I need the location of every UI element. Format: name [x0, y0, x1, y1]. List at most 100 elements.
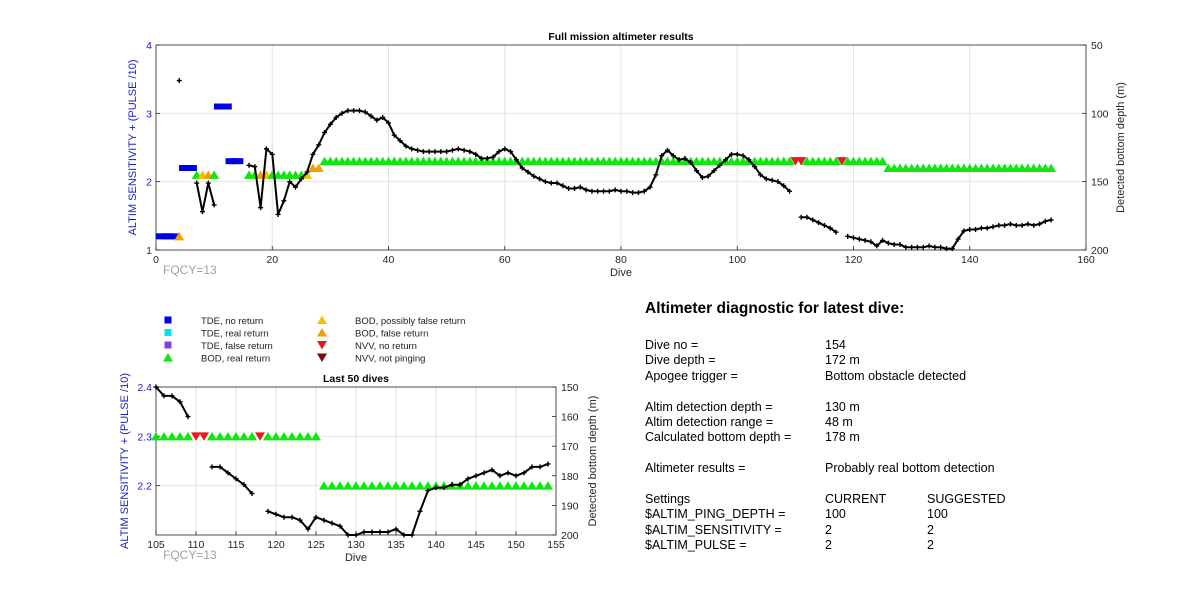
bottom-depth-point	[920, 244, 926, 250]
fqcy-annotation: FQCY=13	[163, 548, 217, 562]
y-right-axis-label: Detected bottom depth (m)	[587, 396, 599, 527]
legend-label: TDE, false return	[201, 341, 273, 352]
x-tick-label: 115	[228, 539, 245, 551]
marker-bod	[335, 481, 345, 490]
bottom-depth-point	[417, 508, 423, 514]
x-axis-label: Dive	[610, 267, 632, 279]
bottom-depth-line	[195, 182, 216, 212]
marker-tde	[167, 233, 180, 240]
legend-label: BOD, possibly false return	[355, 316, 465, 327]
bottom-depth-point	[177, 399, 183, 405]
bottom-depth-point	[932, 244, 938, 250]
x-tick-label: 20	[266, 254, 278, 266]
bottom-depth-point	[909, 244, 915, 250]
legend-label: NVV, not pinging	[355, 354, 425, 365]
marker-bod	[359, 481, 369, 490]
bottom-depth-point	[316, 142, 322, 148]
bottom-depth-point	[688, 160, 694, 166]
bottom-depth-point	[798, 214, 804, 220]
marker-bod	[423, 481, 433, 490]
legend-label: NVV, no return	[355, 341, 417, 352]
y-tick-label: 2.2	[137, 481, 152, 493]
bottom-depth-point	[694, 168, 700, 174]
marker-bod	[391, 481, 401, 490]
bottom-depth-point	[433, 485, 439, 491]
y-right-axis-label: Detected bottom depth (m)	[1115, 82, 1127, 213]
settings-header-label: Settings	[645, 491, 691, 506]
bottom-depth-point	[868, 239, 874, 245]
bottom-depth-point	[479, 155, 484, 161]
bottom-depth-point	[1037, 221, 1042, 227]
marker-bod	[319, 481, 329, 490]
bottom-depth-point	[409, 146, 415, 152]
bottom-depth-point	[374, 117, 380, 123]
bottom-depth-point	[740, 153, 746, 159]
diagnostic-label: Altim detection range =	[645, 414, 774, 429]
marker-bod	[479, 481, 489, 490]
marker-bod	[831, 156, 842, 166]
bottom-depth-point	[473, 151, 479, 157]
bottom-depth-point	[583, 187, 589, 193]
bottom-depth-point	[665, 147, 670, 153]
bottom-depth-point	[281, 514, 287, 520]
marker-bod	[175, 431, 185, 441]
bottom-depth-point	[322, 129, 328, 135]
diagnostic-value: 154	[825, 338, 846, 352]
marker-bod	[183, 431, 193, 441]
marker-nvv	[836, 157, 847, 166]
bottom-depth-point	[176, 78, 182, 84]
marker-bod	[471, 481, 481, 490]
bottom-depth-point	[269, 151, 275, 157]
bottom-depth-point	[545, 461, 551, 467]
y-right-tick-label: 100	[1091, 108, 1109, 120]
marker-bod	[313, 163, 324, 172]
bottom-depth-point	[339, 110, 345, 116]
bottom-depth-point	[816, 220, 822, 226]
diagnostic-value: 172 m	[825, 353, 860, 368]
bottom-depth-point	[670, 153, 676, 159]
y-right-tick-label: 160	[561, 412, 579, 424]
bottom-depth-point	[153, 384, 159, 390]
bottom-depth-point	[377, 529, 383, 535]
bottom-depth-point	[263, 146, 269, 152]
settings-header-current: CURRENT	[825, 491, 887, 506]
bottom-depth-line	[847, 218, 1052, 250]
bottom-depth-point	[531, 173, 537, 179]
marker-bod	[231, 431, 241, 441]
legend-marker-triangle-up	[317, 328, 327, 337]
x-tick-label: 120	[845, 254, 863, 266]
bottom-depth-point	[441, 485, 447, 491]
bottom-depth-point	[554, 180, 560, 186]
y-tick-label: 2.4	[137, 382, 152, 394]
bottom-depth-point	[513, 157, 519, 163]
bottom-depth-point	[391, 132, 397, 138]
bottom-depth-point	[362, 109, 368, 115]
diagnostic-label: Dive depth =	[645, 353, 716, 368]
bottom-depth-point	[781, 183, 787, 189]
chart-title: Last 50 dives	[323, 373, 389, 385]
bottom-depth-point	[351, 108, 357, 114]
x-tick-label: 125	[307, 539, 325, 551]
bottom-depth-point	[566, 186, 572, 191]
bottom-depth-point	[874, 243, 880, 249]
bottom-depth-point	[293, 184, 298, 190]
marker-bod	[407, 481, 417, 490]
bottom-depth-point	[810, 217, 816, 223]
y-axis-label: ALTIM SENSITIVITY + (PULSE /10)	[119, 373, 131, 549]
settings-label: $ALTIM_PING_DEPTH =	[645, 507, 786, 522]
bottom-depth-point	[978, 225, 984, 231]
bottom-depth-point	[368, 113, 374, 119]
marker-bod	[527, 481, 537, 490]
marker-bod	[535, 481, 545, 490]
marker-bod	[263, 431, 273, 441]
x-tick-label: 0	[153, 254, 159, 266]
y-axis-label: ALTIM SENSITIVITY + (PULSE /10)	[127, 60, 139, 236]
x-tick-label: 60	[499, 254, 511, 266]
x-tick-label: 140	[961, 254, 979, 266]
settings-suggested: 2	[927, 538, 934, 553]
altimeter-diagnostic-panel: Altimeter diagnostic for latest dive: Di…	[645, 300, 1165, 553]
marker-bod	[383, 481, 393, 490]
marker-bod	[519, 481, 529, 490]
diagnostic-row-dive-no: Dive no = 154	[645, 338, 1165, 353]
bottom-depth-point	[457, 482, 463, 488]
